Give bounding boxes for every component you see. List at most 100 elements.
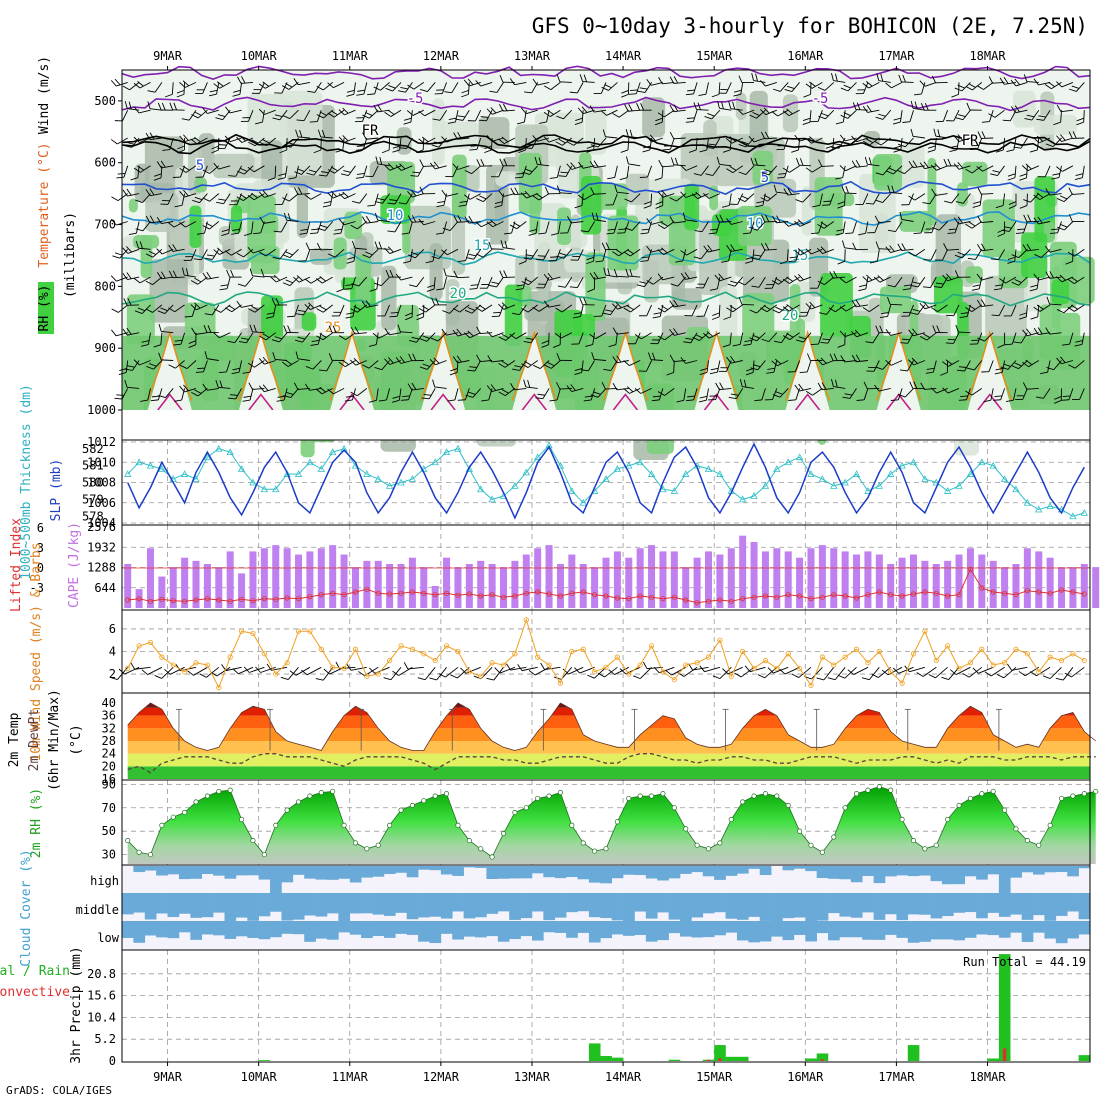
cape-bar xyxy=(818,545,826,608)
wind10-barb xyxy=(744,665,766,673)
wind-barb xyxy=(509,332,527,340)
wind-barb xyxy=(714,273,732,282)
temp-tick-label: 32 xyxy=(102,721,116,735)
wind-barb xyxy=(874,384,891,392)
wind-barb xyxy=(771,358,789,367)
wind-barb xyxy=(1061,388,1074,401)
wind-barb xyxy=(316,82,333,91)
cape-bar xyxy=(613,551,621,608)
wind-barb xyxy=(420,82,436,93)
rh2m-marker xyxy=(330,788,336,794)
wind-barb xyxy=(965,221,983,229)
wind10-marker xyxy=(796,665,803,672)
wind10-barb xyxy=(1042,666,1062,680)
thickness-marker xyxy=(852,470,861,477)
wind-barb xyxy=(381,137,391,154)
wind-barb xyxy=(954,270,971,278)
pressure-tick-label: 500 xyxy=(94,94,116,108)
wind-barb xyxy=(429,161,447,170)
wind10-marker xyxy=(945,643,951,649)
cloud-cell xyxy=(178,921,191,933)
wind-barb xyxy=(350,326,367,335)
wind-barb xyxy=(942,359,960,367)
wind-barb xyxy=(283,137,299,148)
cape-bar xyxy=(773,548,781,608)
temp-band xyxy=(127,703,1090,708)
cloud-cell xyxy=(167,921,180,939)
wind-barb xyxy=(955,193,971,204)
wind-barb xyxy=(398,137,413,149)
wind10-marker xyxy=(819,654,825,660)
wind-barb xyxy=(267,165,277,181)
cloud-cell xyxy=(270,893,282,912)
cape-bar xyxy=(215,567,223,608)
thickness-marker xyxy=(636,458,644,466)
rh2m-marker xyxy=(284,807,290,813)
wind-barb xyxy=(773,332,789,344)
wind-barb xyxy=(940,360,949,376)
wind-barb xyxy=(851,159,868,168)
rh-green-patch xyxy=(742,293,775,338)
rh-gray-patch xyxy=(625,173,650,205)
wind10-marker xyxy=(136,643,142,649)
wind-barb xyxy=(976,82,994,90)
thickness-marker xyxy=(488,495,496,503)
wind-barb xyxy=(642,137,653,153)
wind10-marker xyxy=(193,660,199,666)
cloud-cell xyxy=(486,893,499,914)
temp-contour xyxy=(121,133,1091,149)
wind-barb xyxy=(543,109,561,117)
wind10-barb xyxy=(255,666,276,673)
wind-barb xyxy=(1013,137,1028,149)
wind-barb xyxy=(240,110,254,122)
wind-barb xyxy=(856,388,869,401)
wind-barb xyxy=(935,110,949,123)
wind-barb xyxy=(627,332,641,345)
wind-barb xyxy=(145,304,163,313)
cloud-cell xyxy=(577,893,590,912)
wind-barb xyxy=(1000,360,1017,370)
wind-barb xyxy=(369,388,379,403)
wind-barb xyxy=(772,388,789,398)
wind-barb xyxy=(634,387,652,394)
wind-barb xyxy=(981,110,994,123)
cape-bar xyxy=(488,563,496,608)
wind-barb xyxy=(772,304,789,314)
wind-barb xyxy=(352,193,368,204)
wind10-marker xyxy=(694,660,700,666)
wind-barb xyxy=(225,106,242,114)
cloud-cell xyxy=(475,921,487,938)
total-rain-label: Total / Rain xyxy=(0,964,70,979)
wind-barb xyxy=(651,388,664,402)
wind10-barb xyxy=(653,666,675,674)
wind-barb xyxy=(953,134,971,142)
wind-barb xyxy=(533,360,550,369)
wind10-barb xyxy=(164,666,185,675)
thickness-marker xyxy=(955,482,963,489)
wind-barb xyxy=(111,304,128,313)
wind-barb xyxy=(374,241,390,250)
cloud-cell xyxy=(270,866,282,893)
li-marker xyxy=(443,590,450,596)
wind10-marker xyxy=(1024,651,1030,657)
rh2m-marker xyxy=(945,816,951,823)
cloud-cell xyxy=(383,921,396,938)
thickness-marker xyxy=(158,465,166,472)
wind-barb xyxy=(865,193,880,205)
rh-green-patch xyxy=(1021,232,1048,278)
wind-barb xyxy=(372,332,390,339)
cloud-cell xyxy=(156,893,168,914)
wind-barb xyxy=(810,332,823,346)
rh2m-marker xyxy=(159,822,165,828)
wind-barb xyxy=(523,249,539,260)
cape-bar xyxy=(830,548,838,608)
wind-barb xyxy=(419,186,436,195)
cape-tick-label: 1288 xyxy=(87,561,116,575)
cloud-cell xyxy=(497,921,510,942)
cloud-cell xyxy=(600,921,612,939)
wind-barb xyxy=(855,193,869,206)
cloud-cell xyxy=(213,921,225,936)
wind10-barb xyxy=(871,666,891,678)
wind-barb xyxy=(544,360,561,369)
wind-barb xyxy=(703,244,721,253)
